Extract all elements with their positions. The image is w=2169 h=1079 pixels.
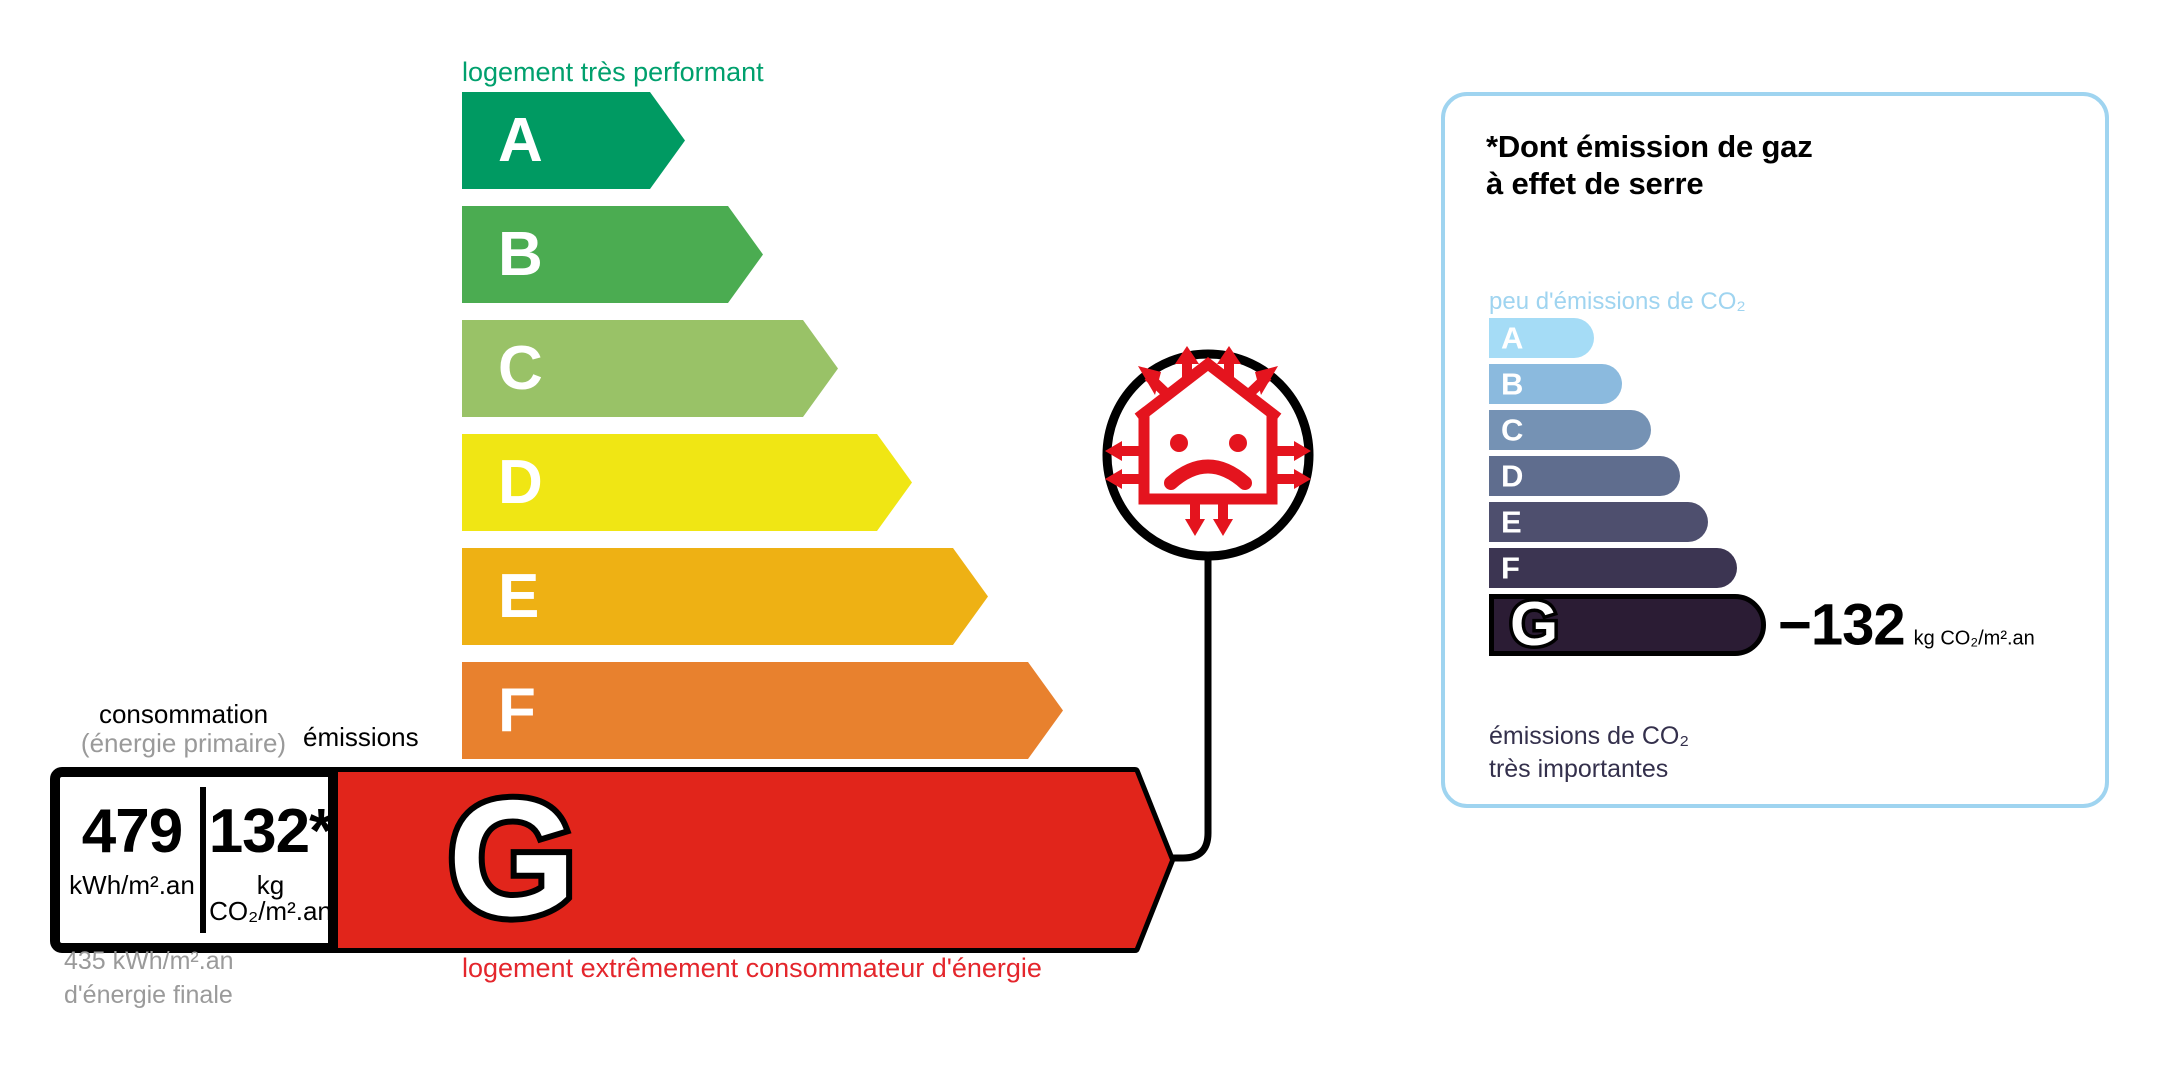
- energy-bar-g-letter: G: [448, 766, 576, 950]
- scale-top-caption: logement très performant: [462, 57, 764, 87]
- co2-panel-title: *Dont émission de gaz à effet de serre: [1486, 129, 1813, 202]
- primary-consumption-value-block: 479 kWh/m².an: [62, 797, 202, 900]
- co2-bar-a[interactable]: A: [1489, 318, 1594, 358]
- emission-unit: kg CO₂/m².an: [209, 870, 332, 926]
- co2-value-prefix: −: [1778, 592, 1812, 658]
- co2-bar-f[interactable]: F: [1489, 548, 1737, 588]
- co2-bar-c-letter: C: [1501, 412, 1524, 448]
- energy-bar-f-letter: F: [498, 675, 536, 745]
- co2-bottom-caption-line2: très importantes: [1489, 755, 1669, 783]
- consumption-label: consommation (énergie primaire): [66, 699, 301, 759]
- co2-bar-d[interactable]: D: [1489, 456, 1680, 496]
- final-energy-note: 435 kWh/m².an d'énergie finale: [64, 945, 234, 1013]
- consumption-label-main: consommation: [98, 699, 269, 729]
- energy-bar-d[interactable]: D: [462, 434, 932, 531]
- energy-bar-b[interactable]: B: [462, 206, 782, 303]
- co2-bar-e[interactable]: E: [1489, 502, 1708, 542]
- sad-house-energy-loss-icon: [1102, 346, 1314, 561]
- energy-bar-e[interactable]: E: [462, 548, 1008, 645]
- co2-bottom-caption-line1: émissions de CO₂: [1489, 722, 1690, 750]
- emission-value-block: 132* kg CO₂/m².an: [208, 797, 334, 926]
- co2-bar-b-letter: B: [1501, 366, 1524, 402]
- final-energy-value: 435 kWh/m².an: [64, 947, 234, 975]
- primary-consumption-unit: kWh/m².an: [69, 870, 195, 900]
- consumption-label-sub: (énergie primaire): [80, 728, 287, 759]
- co2-panel-title-line1: *Dont émission de gaz: [1486, 129, 1813, 164]
- co2-bar-g[interactable]: G −132 kg CO₂/m².an: [1489, 590, 2035, 659]
- energy-bar-a[interactable]: A: [462, 92, 702, 189]
- co2-bar-b[interactable]: B: [1489, 364, 1622, 404]
- co2-bar-e-letter: E: [1501, 504, 1522, 540]
- co2-emissions-panel: *Dont émission de gaz à effet de serre p…: [1441, 92, 2109, 808]
- primary-consumption-value: 479: [81, 797, 183, 866]
- co2-bar-c[interactable]: C: [1489, 410, 1651, 450]
- energy-consumption-scale: logement très performant A B C D E F: [48, 57, 1314, 1013]
- co2-bar-a-letter: A: [1501, 320, 1524, 356]
- energy-bar-c-letter: C: [498, 333, 543, 403]
- co2-panel-title-line2: à effet de serre: [1486, 165, 1704, 201]
- final-energy-text: d'énergie finale: [64, 980, 233, 1009]
- co2-bottom-caption: émissions de CO₂ très importantes: [1489, 720, 1689, 786]
- badge-connector-line: [1166, 545, 1212, 862]
- co2-bar-d-letter: D: [1501, 458, 1524, 494]
- co2-bar-g-letter: G: [1506, 590, 1561, 659]
- co2-bar-f-letter: F: [1501, 550, 1520, 586]
- emission-value: 132*: [208, 797, 334, 866]
- energy-bar-f[interactable]: F: [462, 662, 1083, 759]
- emissions-label: émissions: [303, 722, 419, 752]
- energy-bar-c[interactable]: C: [462, 320, 857, 417]
- energy-bar-b-letter: B: [498, 219, 543, 289]
- co2-top-caption: peu d'émissions de CO₂: [1489, 288, 1746, 315]
- co2-value-block: −132 kg CO₂/m².an: [1778, 592, 2035, 659]
- co2-value: 132: [1810, 592, 1906, 658]
- energy-bar-d-letter: D: [498, 447, 543, 517]
- co2-value-unit: kg CO₂/m².an: [1913, 627, 2035, 650]
- scale-bottom-caption: logement extrêmement consommateur d'éner…: [462, 953, 1042, 983]
- energy-bar-g-row[interactable]: G 479 kWh/m².an 132* kg CO₂/m².an: [48, 760, 1188, 956]
- energy-bar-e-letter: E: [498, 561, 540, 631]
- energy-bar-a-letter: A: [498, 105, 543, 175]
